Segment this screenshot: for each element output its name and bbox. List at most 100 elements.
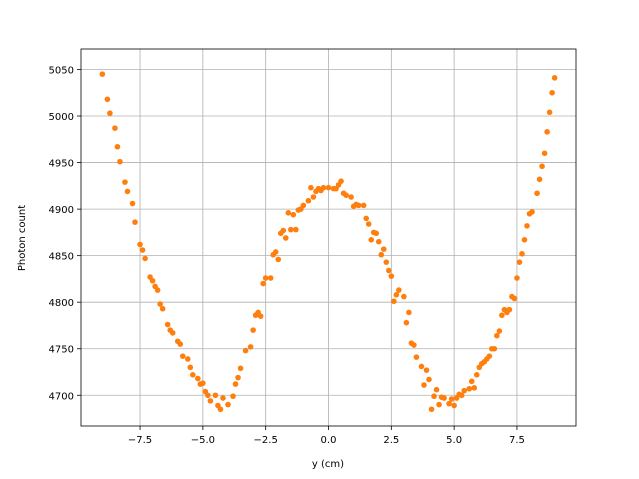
x-tick-label: −2.5 bbox=[254, 435, 278, 446]
point bbox=[260, 280, 266, 287]
point bbox=[200, 380, 206, 386]
point bbox=[179, 353, 186, 359]
point bbox=[187, 364, 194, 371]
point bbox=[262, 275, 269, 281]
point bbox=[451, 402, 457, 409]
point bbox=[375, 238, 382, 245]
point bbox=[280, 227, 287, 234]
point bbox=[257, 313, 264, 319]
point bbox=[494, 332, 500, 339]
point bbox=[466, 385, 473, 392]
point bbox=[247, 344, 254, 350]
point bbox=[288, 226, 294, 233]
point bbox=[413, 354, 420, 360]
point bbox=[142, 255, 148, 262]
point bbox=[428, 406, 435, 413]
point bbox=[486, 353, 493, 359]
point bbox=[368, 237, 375, 243]
x-tick-label: −7.5 bbox=[128, 435, 152, 446]
point bbox=[516, 259, 523, 265]
point bbox=[325, 184, 332, 191]
point bbox=[393, 291, 400, 298]
point bbox=[112, 125, 118, 131]
point bbox=[310, 194, 317, 200]
point bbox=[401, 293, 407, 300]
point bbox=[320, 184, 327, 191]
point bbox=[285, 210, 292, 216]
point bbox=[448, 396, 455, 402]
point bbox=[551, 75, 558, 81]
point bbox=[386, 267, 392, 274]
point bbox=[521, 237, 528, 243]
x-tick-label: 0.0 bbox=[321, 435, 337, 446]
y-tick-label: 4950 bbox=[49, 159, 74, 170]
point bbox=[511, 295, 518, 302]
x-tick-label: 7.5 bbox=[509, 435, 525, 446]
point bbox=[360, 202, 367, 209]
point bbox=[154, 287, 161, 293]
point bbox=[205, 392, 211, 399]
point bbox=[99, 71, 106, 77]
point bbox=[114, 143, 121, 150]
point bbox=[217, 406, 224, 413]
y-tick-label: 5050 bbox=[49, 65, 74, 76]
point bbox=[290, 211, 297, 218]
point bbox=[177, 341, 184, 347]
point bbox=[426, 376, 432, 383]
point bbox=[534, 190, 540, 197]
y-tick-label: 4850 bbox=[49, 252, 74, 263]
point bbox=[491, 345, 498, 352]
point bbox=[242, 347, 249, 354]
point bbox=[396, 287, 402, 293]
point bbox=[195, 375, 201, 382]
point bbox=[250, 327, 256, 333]
point bbox=[539, 163, 545, 170]
point bbox=[282, 235, 289, 241]
point bbox=[129, 200, 136, 207]
y-tick-label: 5000 bbox=[49, 112, 74, 123]
point bbox=[139, 247, 146, 253]
point bbox=[418, 363, 425, 370]
point bbox=[272, 249, 279, 255]
point bbox=[536, 176, 543, 183]
point bbox=[159, 305, 166, 312]
plot-frame bbox=[80, 48, 577, 427]
y-tick-label: 4800 bbox=[49, 298, 74, 309]
point bbox=[338, 178, 344, 184]
point bbox=[305, 197, 312, 204]
point bbox=[433, 386, 440, 393]
point bbox=[461, 387, 467, 394]
point bbox=[458, 392, 465, 399]
point bbox=[220, 395, 226, 401]
y-tick-label: 4750 bbox=[49, 345, 74, 356]
point bbox=[293, 226, 299, 233]
point bbox=[355, 202, 362, 209]
point bbox=[267, 275, 274, 281]
x-axis-label: y (cm) bbox=[312, 459, 344, 470]
point bbox=[212, 392, 219, 399]
point bbox=[406, 309, 412, 316]
y-tick-label: 4900 bbox=[49, 205, 74, 216]
point bbox=[117, 158, 123, 165]
point bbox=[132, 219, 138, 225]
point bbox=[388, 273, 395, 279]
point bbox=[378, 251, 385, 258]
point bbox=[391, 298, 397, 305]
point bbox=[423, 367, 430, 373]
point bbox=[403, 319, 410, 326]
point bbox=[137, 241, 143, 248]
point bbox=[506, 306, 513, 313]
point bbox=[124, 188, 131, 195]
point bbox=[207, 398, 214, 404]
point bbox=[514, 275, 520, 281]
point bbox=[441, 395, 447, 401]
point bbox=[421, 382, 427, 388]
point bbox=[436, 401, 442, 408]
point bbox=[107, 110, 113, 117]
point bbox=[122, 179, 128, 185]
point bbox=[524, 223, 530, 229]
point bbox=[169, 330, 176, 336]
point bbox=[468, 378, 475, 385]
